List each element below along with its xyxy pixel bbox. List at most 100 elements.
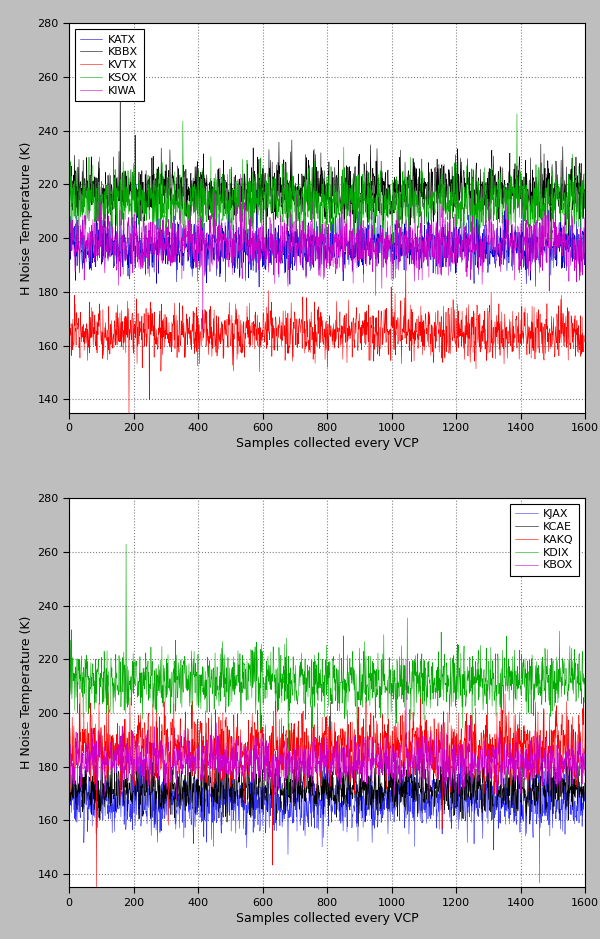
KATX [548, 255, 556, 267]
KJAX [421, 801, 428, 812]
KCAE [65, 780, 73, 792]
KSOX [299, 182, 306, 193]
KAKQ [75, 760, 82, 771]
KBOX [421, 756, 428, 767]
KATX [75, 239, 82, 250]
KDIX [581, 697, 588, 708]
KBOX [329, 740, 337, 751]
KBBX [299, 186, 307, 197]
Y-axis label: H Noise Temperature (K): H Noise Temperature (K) [20, 616, 33, 769]
KJAX [299, 780, 306, 792]
KATX [434, 162, 441, 174]
KVTX [125, 411, 133, 423]
KSOX [329, 219, 337, 230]
KDIX [299, 676, 307, 687]
KIWA [65, 229, 73, 240]
Line: KCAE: KCAE [69, 702, 584, 826]
KAKQ [153, 668, 160, 679]
KDIX [122, 538, 130, 549]
KSOX [540, 250, 547, 261]
X-axis label: Samples collected every VCP: Samples collected every VCP [236, 912, 418, 925]
KDIX [65, 687, 73, 699]
KBBX [421, 179, 428, 191]
Line: KVTX: KVTX [69, 252, 584, 417]
KATX [158, 254, 165, 266]
KBOX [75, 745, 82, 756]
KIWA [581, 212, 588, 223]
KVTX [299, 299, 306, 310]
KJAX [65, 819, 73, 830]
KSOX [65, 173, 73, 184]
KVTX [421, 317, 428, 329]
KBBX [75, 177, 82, 188]
KAKQ [65, 747, 73, 759]
KBOX [403, 654, 410, 665]
KVTX [548, 329, 556, 340]
KIWA [330, 212, 337, 223]
KVTX [65, 324, 73, 335]
KBBX [330, 176, 337, 187]
KJAX [548, 802, 556, 813]
KATX [256, 282, 263, 293]
KDIX [75, 665, 82, 676]
KBOX [158, 756, 165, 767]
KVTX [158, 299, 165, 310]
KJAX [284, 849, 292, 860]
KDIX [548, 705, 556, 716]
KCAE [327, 697, 334, 708]
KSOX [581, 203, 588, 214]
KJAX [581, 786, 588, 797]
KJAX [75, 784, 82, 795]
KIWA [299, 246, 307, 257]
KBOX [548, 745, 556, 756]
Line: KATX: KATX [69, 168, 584, 287]
KBOX [299, 766, 306, 777]
KIWA [548, 226, 556, 238]
Y-axis label: H Noise Temperature (K): H Noise Temperature (K) [20, 142, 33, 295]
KATX [329, 240, 337, 252]
KCAE [421, 797, 428, 808]
KVTX [329, 328, 337, 339]
KDIX [330, 651, 337, 662]
KCAE [158, 804, 165, 815]
KAKQ [299, 709, 307, 720]
Line: KIWA: KIWA [69, 157, 584, 331]
KAKQ [548, 726, 556, 737]
KDIX [421, 664, 428, 675]
KCAE [329, 772, 337, 783]
X-axis label: Samples collected every VCP: Samples collected every VCP [236, 438, 418, 450]
KCAE [75, 787, 82, 798]
KCAE [548, 772, 556, 783]
KDIX [158, 685, 165, 697]
KBOX [536, 877, 543, 888]
KATX [421, 252, 428, 263]
KVTX [402, 246, 409, 257]
KJAX [484, 674, 491, 685]
KBBX [116, 56, 124, 68]
KBOX [581, 763, 588, 775]
KCAE [581, 777, 588, 789]
KIWA [96, 151, 103, 162]
Legend: KATX, KBBX, KVTX, KSOX, KIWA: KATX, KBBX, KVTX, KSOX, KIWA [74, 29, 143, 101]
KJAX [158, 825, 165, 837]
KSOX [548, 204, 556, 215]
KIWA [199, 325, 206, 336]
Line: KAKQ: KAKQ [69, 673, 584, 891]
KBOX [65, 756, 73, 767]
Line: KDIX: KDIX [69, 544, 584, 795]
Line: KBBX: KBBX [69, 62, 584, 253]
KAKQ [93, 885, 100, 897]
KSOX [514, 108, 521, 119]
KATX [65, 217, 73, 228]
KSOX [421, 210, 428, 222]
KDIX [285, 790, 292, 801]
Legend: KJAX, KCAE, KAKQ, KDIX, KBOX: KJAX, KCAE, KAKQ, KDIX, KBOX [510, 504, 580, 576]
KVTX [75, 313, 82, 324]
KBBX [548, 159, 556, 170]
KIWA [75, 239, 82, 250]
KJAX [329, 795, 337, 807]
KVTX [581, 336, 588, 347]
Line: KJAX: KJAX [69, 680, 584, 854]
KBBX [263, 247, 270, 258]
KIWA [421, 244, 428, 255]
